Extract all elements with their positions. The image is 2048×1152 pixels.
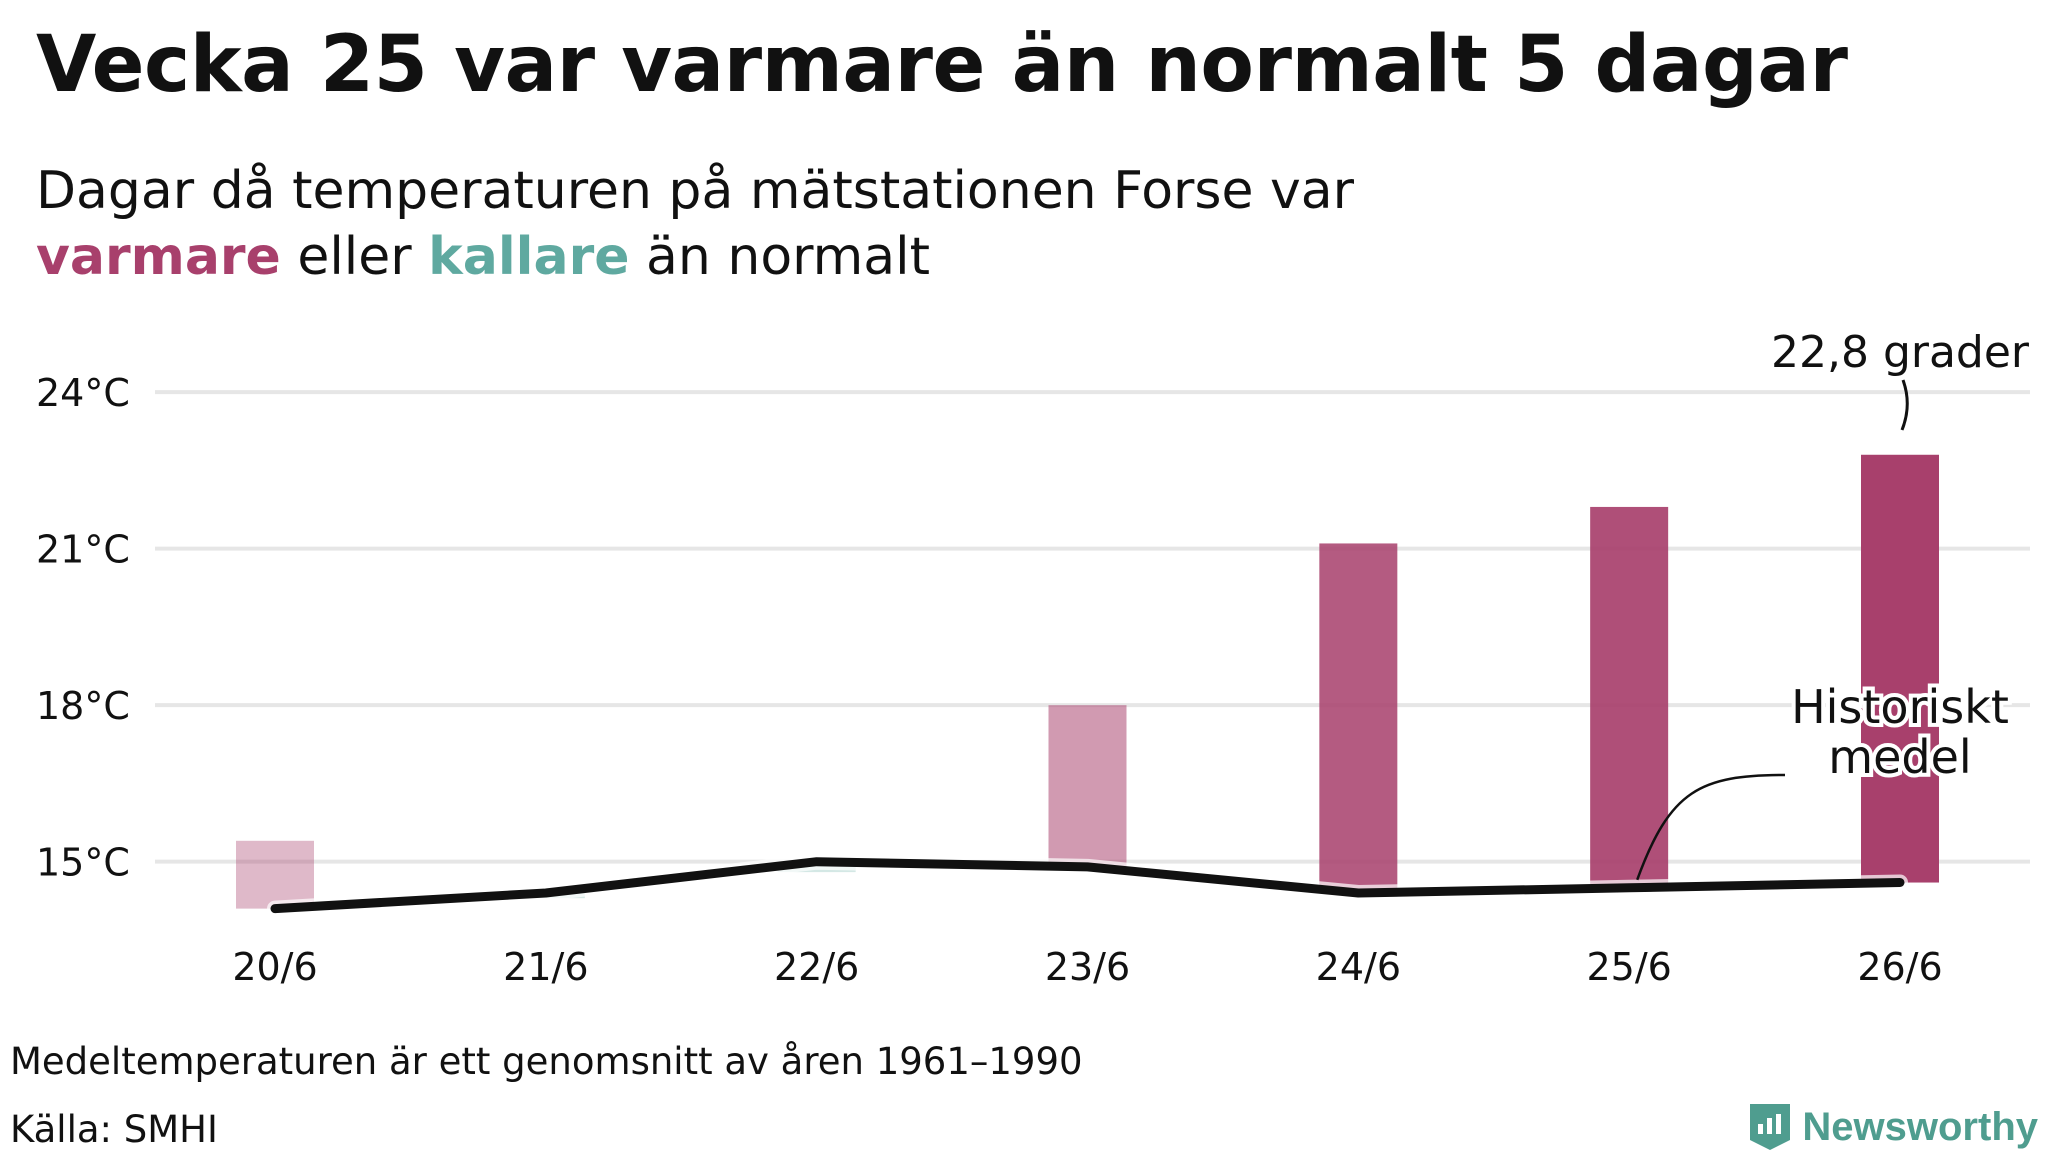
chart-title: Vecka 25 var varmare än normalt 5 dagar [36, 20, 1848, 110]
brand-name: Newsworthy [1802, 1104, 2038, 1149]
mean-line [270, 857, 1905, 914]
x-tick-label: 23/6 [1045, 945, 1130, 989]
subtitle-cold-word: kallare [428, 227, 630, 287]
subtitle-end: än normalt [646, 227, 930, 287]
bars [236, 454, 1939, 909]
mean-label-line1: Historiskt [1791, 680, 2009, 734]
max-value-label: 22,8 grader [1771, 327, 2030, 378]
max-value-leader [1900, 379, 1909, 431]
y-tick-label: 18°C [36, 684, 130, 728]
subtitle-mid-word: eller [297, 227, 412, 287]
chart-subtitle: Dagar då temperaturen på mätstationen Fo… [36, 158, 1354, 290]
y-tick-label: 15°C [36, 841, 130, 885]
temperature-bar [1590, 506, 1669, 888]
newsworthy-logo-icon [1750, 1104, 1791, 1150]
footnote: Medeltemperaturen är ett genomsnitt av å… [10, 1040, 1083, 1083]
mean-line-group [267, 853, 1908, 917]
mean-label-line2: medel [1828, 730, 1971, 784]
brand[interactable]: Newsworthy [1748, 1102, 2038, 1152]
y-axis-ticks: 15°C 18°C 21°C 24°C [36, 371, 130, 885]
temperature-bar [1861, 454, 1939, 883]
temperature-bar [236, 840, 314, 909]
source-label: Källa: SMHI [10, 1108, 218, 1151]
mean-label-leader [1636, 773, 1786, 881]
temperature-bar [1319, 543, 1398, 893]
x-axis-ticks: 20/6 21/6 22/6 23/6 24/6 25/6 26/6 [232, 945, 1942, 989]
x-tick-label: 21/6 [503, 945, 588, 989]
x-tick-label: 25/6 [1586, 945, 1671, 989]
y-tick-label: 24°C [36, 371, 130, 415]
temperature-bar [1048, 705, 1127, 867]
x-tick-label: 20/6 [232, 945, 317, 989]
x-tick-label: 26/6 [1857, 945, 1942, 989]
y-tick-label: 21°C [36, 528, 130, 572]
x-tick-label: 24/6 [1316, 945, 1401, 989]
subtitle-warm-word: varmare [36, 227, 281, 287]
x-tick-label: 22/6 [774, 945, 859, 989]
subtitle-line1: Dagar då temperaturen på mätstationen Fo… [36, 161, 1355, 221]
